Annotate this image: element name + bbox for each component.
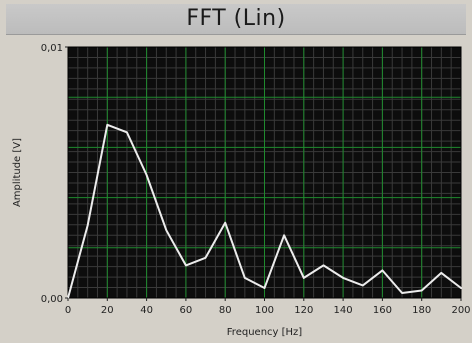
y-tick-label: 0,00: [41, 294, 63, 305]
y-tick-label: 0,01: [41, 43, 63, 54]
chart-title: FFT (Lin): [186, 6, 286, 31]
x-tick-label: 100: [255, 305, 274, 316]
x-tick-label: 160: [373, 305, 392, 316]
fft-trace-line: [67, 123, 462, 299]
x-tick-label: 120: [294, 305, 313, 316]
x-tick-label: 60: [180, 305, 193, 316]
major-grid: [68, 47, 461, 298]
x-axis-ticks: 0 20 40 60 80 100 120 140 160 180 200: [65, 298, 471, 316]
x-axis-title: Frequency [Hz]: [227, 327, 303, 338]
y-axis-title: Amplitude [V]: [12, 138, 23, 207]
x-tick-label: 20: [101, 305, 114, 316]
x-tick-label: 200: [451, 305, 470, 316]
chart-title-bar: FFT (Lin): [6, 4, 466, 35]
x-tick-label: 80: [219, 305, 232, 316]
trace-layer: [67, 123, 462, 299]
x-tick-label: 180: [412, 305, 431, 316]
x-tick-label: 140: [334, 305, 353, 316]
y-axis-ticks: 0,00 0,01: [41, 43, 68, 305]
x-tick-label: 40: [140, 305, 153, 316]
x-tick-label: 0: [65, 305, 71, 316]
